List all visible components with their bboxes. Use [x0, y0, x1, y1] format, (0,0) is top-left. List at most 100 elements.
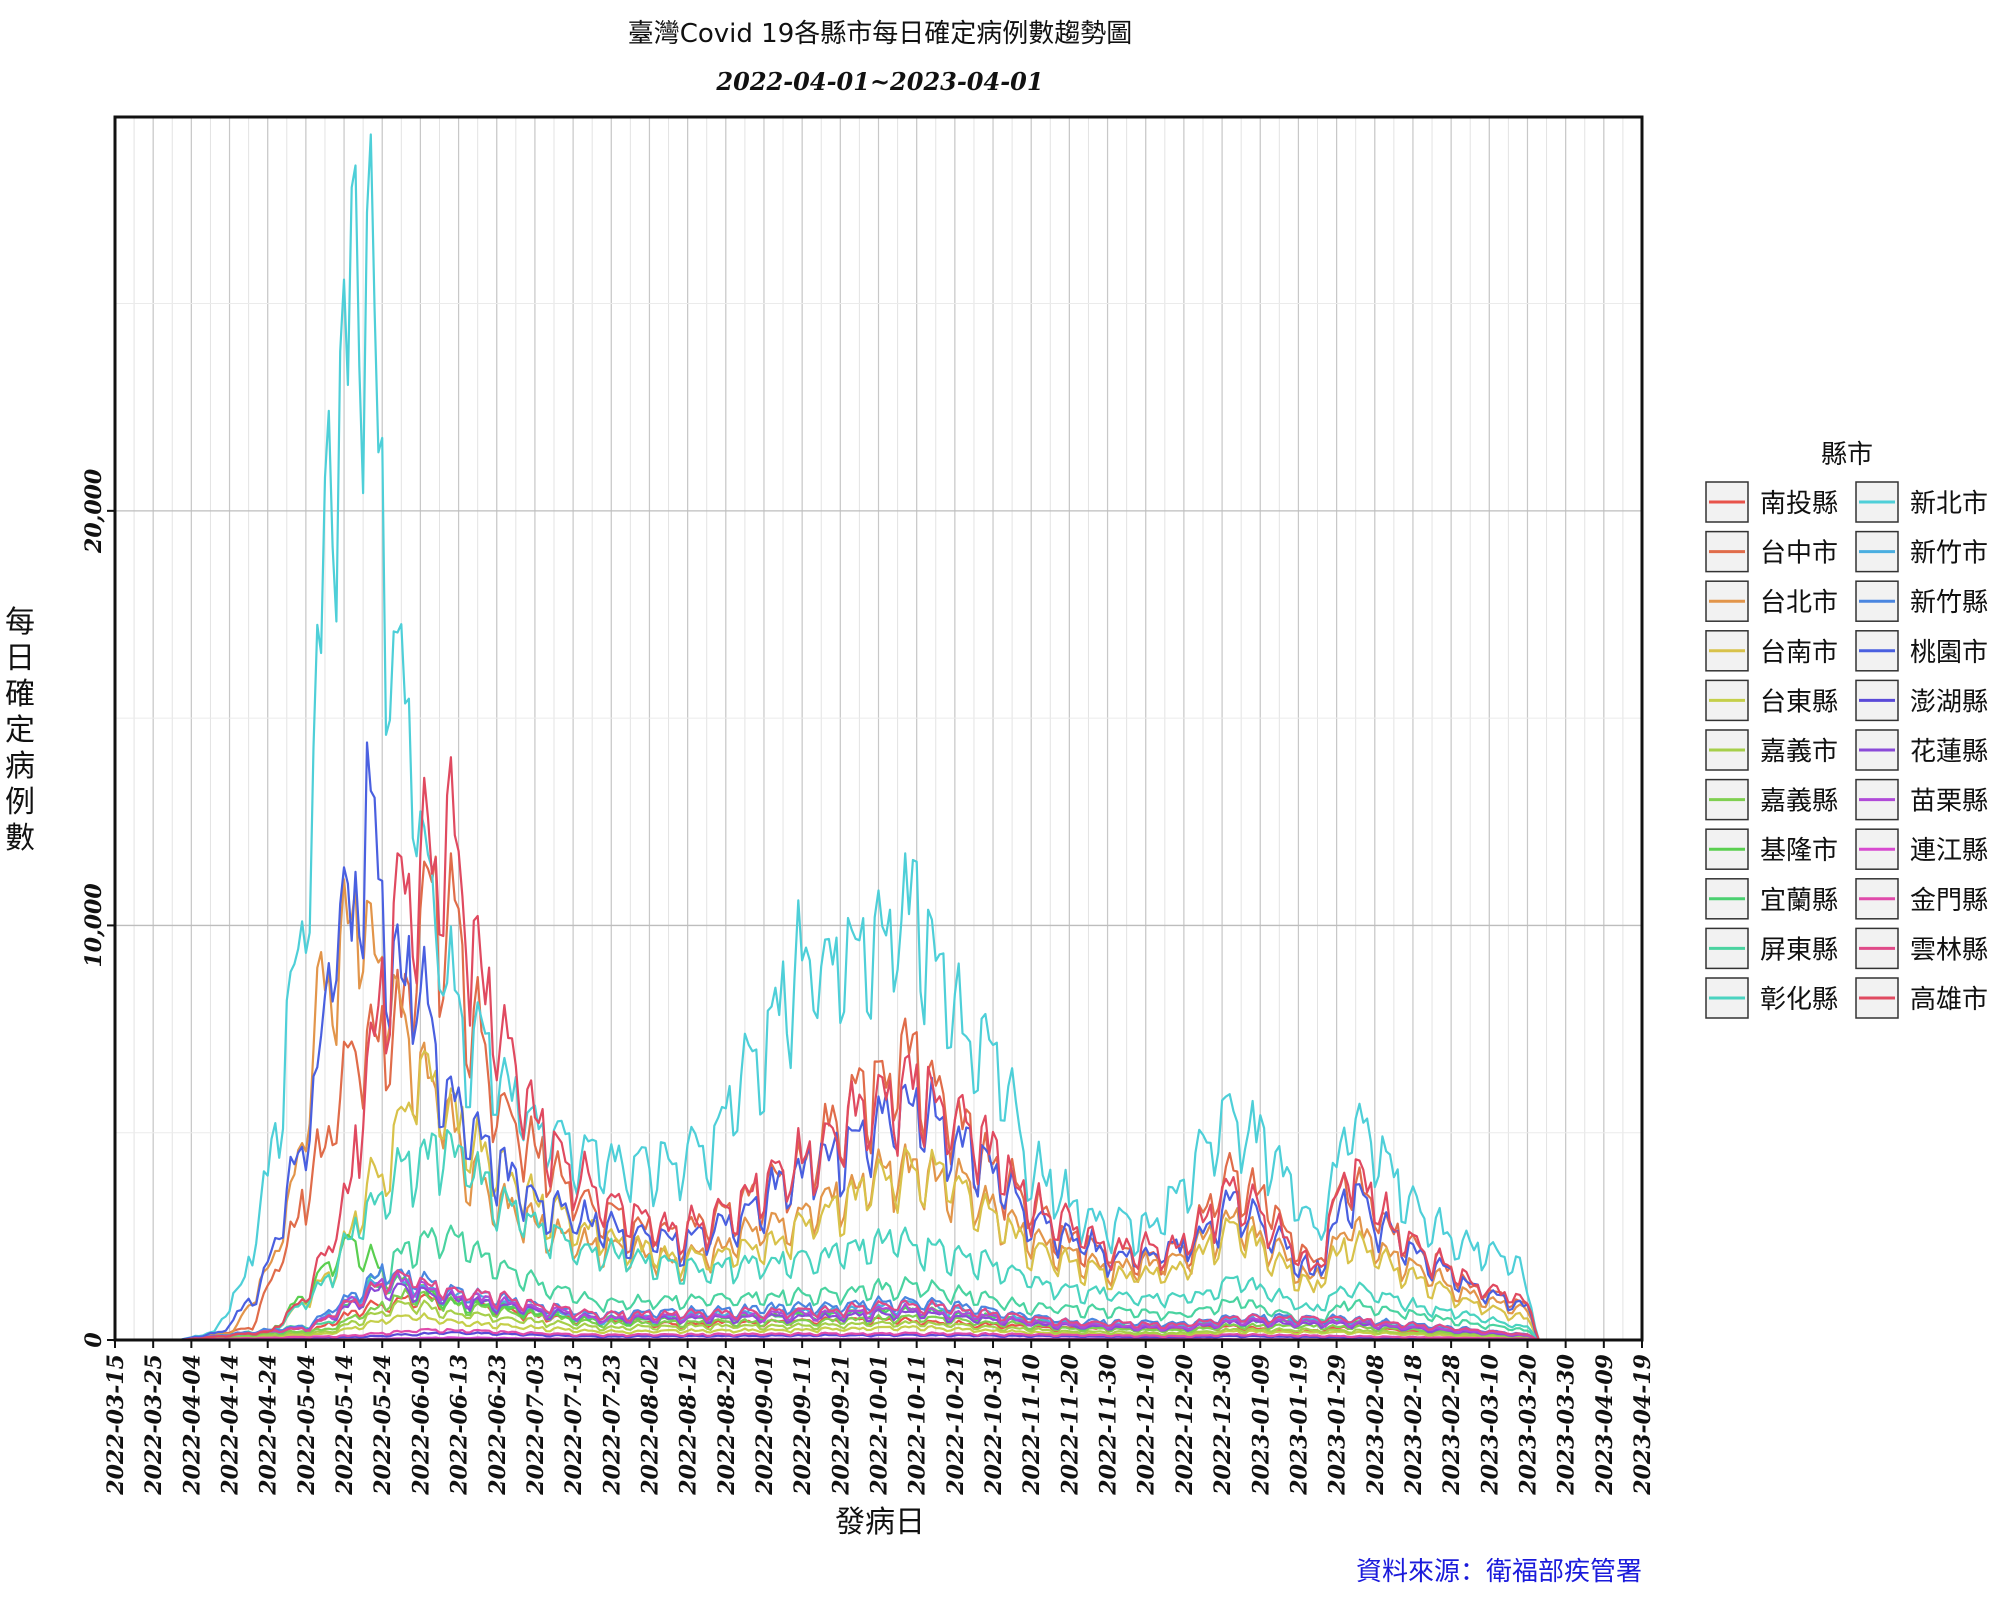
x-tick-label: 2022-09-01	[752, 1354, 778, 1496]
legend-title: 縣市	[1821, 440, 1873, 470]
legend-item: 新北市	[1855, 481, 1988, 523]
y-tick-label: 20,000	[81, 468, 107, 554]
x-tick-label: 2022-09-11	[790, 1354, 816, 1496]
legend-label: 高雄市	[1910, 985, 1988, 1015]
x-tick-label: 2023-04-09	[1592, 1354, 1618, 1496]
x-tick-label: 2022-12-30	[1210, 1353, 1236, 1495]
legend-label: 苗栗縣	[1910, 787, 1988, 817]
x-tick-label: 2022-12-20	[1172, 1353, 1198, 1495]
legend-label: 南投縣	[1760, 489, 1838, 519]
legend-label: 雲林縣	[1910, 935, 1988, 965]
x-tick-label: 2023-02-08	[1363, 1354, 1389, 1496]
x-tick-label: 2022-07-13	[561, 1354, 587, 1496]
x-tick-label: 2022-06-13	[447, 1354, 473, 1496]
legend-label: 新竹市	[1910, 539, 1988, 569]
x-tick-label: 2022-03-25	[141, 1354, 167, 1496]
x-tick-label: 2023-03-20	[1515, 1353, 1541, 1495]
x-tick-label: 2022-04-24	[256, 1354, 282, 1496]
legend-item: 桃園市	[1855, 630, 1988, 672]
x-tick-label: 2022-04-04	[179, 1354, 205, 1496]
y-axis-label: 每日確定病例數	[5, 605, 35, 856]
y-tick-label: 10,000	[81, 883, 107, 968]
legend-item: 花蓮縣	[1855, 729, 1988, 771]
legend-item: 雲林縣	[1855, 927, 1988, 970]
x-tick-label: 2022-05-24	[370, 1354, 396, 1496]
svg-text:日: 日	[5, 641, 35, 676]
legend-label: 嘉義縣	[1760, 787, 1838, 817]
chart-subtitle: 2022-04-01~2023-04-01	[715, 67, 1043, 96]
legend-label: 台中市	[1760, 539, 1838, 569]
series-line-18	[179, 1270, 1540, 1342]
x-tick-label: 2022-10-11	[905, 1354, 931, 1496]
x-tick-label: 2023-03-30	[1554, 1353, 1580, 1495]
x-tick-label: 2022-11-10	[1019, 1353, 1045, 1495]
series-line-11	[179, 1129, 1540, 1342]
source-note: 資料來源：衛福部疾管署	[1356, 1557, 1642, 1587]
legend-label: 台北市	[1760, 588, 1838, 618]
legend-label: 台東縣	[1760, 687, 1838, 717]
x-tick-label: 2023-01-09	[1248, 1354, 1274, 1496]
x-tick-label: 2022-08-22	[714, 1354, 740, 1496]
series-line-6	[179, 1299, 1540, 1342]
legend-item: 高雄市	[1855, 977, 1988, 1019]
x-tick-label: 2022-08-02	[637, 1354, 663, 1496]
x-tick-label: 2022-07-03	[523, 1354, 549, 1496]
legend-item: 台東縣	[1705, 679, 1838, 722]
series-line-16	[179, 1330, 1539, 1342]
legend-label: 花蓮縣	[1910, 737, 1988, 767]
legend-label: 連江縣	[1910, 836, 1988, 866]
svg-text:每: 每	[5, 605, 35, 640]
legend-label: 屏東縣	[1760, 935, 1838, 965]
legend-label: 桃園市	[1910, 638, 1988, 668]
legend-item: 澎湖縣	[1855, 679, 1988, 722]
series-line-4	[179, 1050, 1540, 1342]
legend-item: 金門縣	[1855, 878, 1988, 920]
series-line-7	[179, 1288, 1540, 1342]
legend-item: 彰化縣	[1705, 977, 1838, 1019]
svg-text:數: 數	[5, 821, 35, 856]
legend-item: 宜蘭縣	[1705, 878, 1838, 920]
legend-label: 宜蘭縣	[1760, 886, 1838, 916]
series-line-17	[179, 1282, 1540, 1342]
x-tick-label: 2022-10-01	[867, 1354, 893, 1496]
x-tick-label: 2022-08-12	[676, 1354, 702, 1496]
svg-text:病: 病	[5, 749, 35, 784]
x-tick-label: 2023-02-28	[1439, 1354, 1465, 1496]
x-tick-label: 2022-05-14	[332, 1354, 358, 1496]
x-tick-label: 2022-06-03	[408, 1354, 434, 1496]
legend-item: 台南市	[1705, 630, 1838, 672]
series-line-5	[179, 1312, 1540, 1342]
x-tick-label: 2022-06-23	[485, 1354, 511, 1496]
x-tick-label: 2022-11-20	[1057, 1353, 1083, 1495]
x-tick-label: 2022-04-14	[218, 1354, 244, 1496]
legend-item: 新竹市	[1855, 530, 1988, 573]
x-tick-label: 2023-01-19	[1286, 1354, 1312, 1496]
legend-item: 基隆市	[1705, 828, 1838, 870]
x-tick-label: 2023-02-18	[1401, 1354, 1427, 1496]
legend-item: 嘉義縣	[1705, 778, 1838, 821]
series-line-20	[179, 1327, 1540, 1342]
series-line-15	[179, 741, 1540, 1342]
legend-item: 南投縣	[1705, 481, 1838, 523]
x-tick-label: 2022-10-21	[943, 1354, 969, 1496]
x-tick-label: 2022-11-30	[1096, 1353, 1122, 1495]
x-tick-label: 2023-03-10	[1477, 1353, 1503, 1495]
legend-label: 澎湖縣	[1910, 687, 1988, 717]
chart-title: 臺灣Covid 19各縣市每日確定病例數趨勢圖	[628, 19, 1133, 49]
legend-item: 嘉義市	[1705, 729, 1838, 771]
series-line-21	[179, 1269, 1540, 1342]
legend-item: 苗栗縣	[1855, 778, 1988, 821]
svg-text:確: 確	[5, 677, 35, 712]
legend-label: 基隆市	[1760, 836, 1838, 866]
x-tick-label: 2022-05-04	[294, 1354, 320, 1496]
x-tick-label: 2023-01-29	[1325, 1354, 1351, 1496]
x-tick-label: 2022-10-31	[981, 1354, 1007, 1496]
legend-item: 台中市	[1705, 530, 1838, 573]
legend-label: 金門縣	[1910, 886, 1988, 916]
series-line-12	[179, 133, 1540, 1342]
legend-item: 台北市	[1705, 580, 1838, 622]
legend-item: 屏東縣	[1705, 927, 1838, 970]
x-axis-label: 發病日	[835, 1505, 925, 1540]
